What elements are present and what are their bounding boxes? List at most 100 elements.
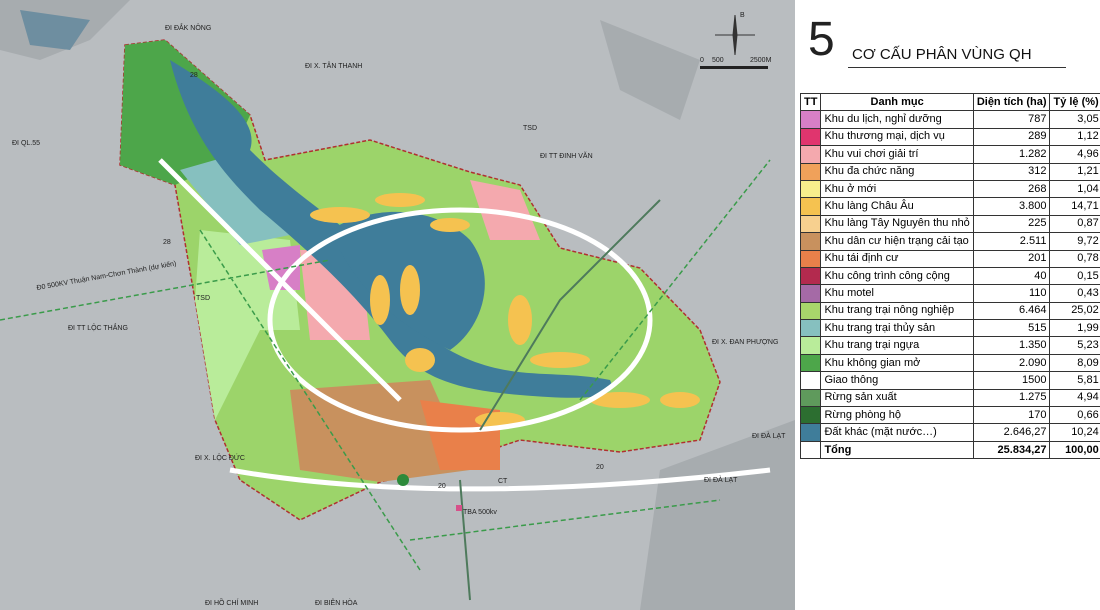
table-row: Khu công trình công cộng 40 0,15 xyxy=(799,266,1100,286)
euro-village xyxy=(310,193,700,428)
map-label: ĐI HỒ CHÍ MINH xyxy=(205,597,258,607)
map-label: ĐI X. TÂN THANH xyxy=(305,61,362,70)
area: 225 xyxy=(972,214,1051,234)
area: 2.511 xyxy=(972,232,1051,251)
aquaculture xyxy=(180,150,290,245)
table-row: Khu dân cư hiện trạng cải tạo 2.511 9,72 xyxy=(799,232,1100,251)
area: 515 xyxy=(972,319,1051,338)
section-title: CƠ CẤU PHÂN VÙNG QH xyxy=(852,46,1032,63)
ratio: 8,09 xyxy=(1049,353,1100,373)
ratio: 10,24 xyxy=(1049,423,1100,442)
map-label: ĐI X. LỘC ĐỨC xyxy=(195,453,245,462)
column-header: Tỷ lệ (%) xyxy=(1049,92,1100,112)
terrain-shade xyxy=(0,0,795,610)
color-swatch xyxy=(799,197,822,216)
substation xyxy=(456,505,462,511)
scale-bar xyxy=(700,66,768,69)
ratio: 0,15 xyxy=(1049,266,1100,286)
map-label: ĐI TT LỘC THẮNG xyxy=(68,323,128,332)
category: Rừng phòng hộ xyxy=(820,406,974,425)
table-row: Đất khác (mặt nước…) 2.646,27 10,24 xyxy=(799,423,1100,442)
area: 1.350 xyxy=(972,336,1051,355)
table-row: Khu đa chức năng 312 1,21 xyxy=(799,162,1100,181)
category: Khu motel xyxy=(820,284,974,303)
ratio: 0,78 xyxy=(1049,249,1100,268)
category: Khu làng Châu Âu xyxy=(820,197,974,216)
area: 1500 xyxy=(972,371,1051,390)
color-swatch xyxy=(799,249,822,268)
area: 170 xyxy=(972,406,1051,425)
column-header: Diện tích (ha) xyxy=(972,92,1051,112)
ratio: 4,94 xyxy=(1049,388,1100,408)
table-row: Khu làng Châu Âu 3.800 14,71 xyxy=(799,197,1100,216)
map: B 0 500 2500M ĐI ĐẮK NÔNG ĐI X. TÂN THANH… xyxy=(0,0,795,610)
total-area: 25.834,27 xyxy=(972,440,1051,460)
north-label: B xyxy=(740,12,745,19)
cell xyxy=(799,440,822,460)
ratio: 5,23 xyxy=(1049,336,1100,355)
color-swatch xyxy=(799,353,822,373)
category: Khu trang trại ngựa xyxy=(820,336,974,355)
area: 40 xyxy=(972,266,1051,286)
resort xyxy=(262,245,300,290)
ratio: 1,12 xyxy=(1049,127,1100,147)
ring-road xyxy=(267,207,653,433)
section-number: 5 xyxy=(808,13,835,66)
total-label: Tổng xyxy=(820,440,974,460)
entertainment xyxy=(470,180,540,240)
ratio: 5,81 xyxy=(1049,371,1100,390)
area: 1.282 xyxy=(972,145,1051,164)
category: Khu thương mại, dịch vụ xyxy=(820,127,974,147)
category: Khu làng Tây Nguyên thu nhỏ xyxy=(820,214,974,234)
color-swatch xyxy=(799,406,822,425)
lake xyxy=(170,60,612,398)
scale-label: 2500M xyxy=(750,57,772,64)
category: Khu đa chức năng xyxy=(820,162,974,181)
area: 6.464 xyxy=(972,301,1051,321)
category: Đất khác (mặt nước…) xyxy=(820,423,974,442)
ratio: 14,71 xyxy=(1049,197,1100,216)
color-swatch xyxy=(799,284,822,303)
ratio: 0,43 xyxy=(1049,284,1100,303)
category: Giao thông xyxy=(820,371,974,390)
table-row: Khu motel 110 0,43 xyxy=(799,284,1100,303)
color-swatch xyxy=(799,423,822,442)
color-swatch xyxy=(799,162,822,181)
color-swatch xyxy=(799,232,822,251)
color-swatch xyxy=(799,266,822,286)
category: Khu trang trại nông nghiệp xyxy=(820,301,974,321)
map-label: 28 xyxy=(163,239,171,246)
area: 787 xyxy=(972,110,1051,129)
map-label: ĐI BIÊN HÒA xyxy=(315,598,358,607)
table-row: Khu không gian mở 2.090 8,09 xyxy=(799,353,1100,373)
map-label: 28 xyxy=(190,72,198,79)
category: Khu công trình công cộng xyxy=(820,266,974,286)
map-label: TSD xyxy=(523,125,537,132)
map-label: ĐI TT ĐINH VĂN xyxy=(540,151,593,160)
color-swatch xyxy=(799,319,822,338)
color-swatch xyxy=(799,179,822,199)
map-label: 20 xyxy=(596,464,604,471)
power-line xyxy=(0,159,771,571)
table-row: Giao thông 1500 5,81 xyxy=(799,371,1100,390)
scale-label: 0 xyxy=(700,57,704,64)
area: 3.800 xyxy=(972,197,1051,216)
table-row: Khu trang trại ngựa 1.350 5,23 xyxy=(799,336,1100,355)
color-swatch xyxy=(799,336,822,355)
water xyxy=(20,10,90,50)
area: 2.090 xyxy=(972,353,1051,373)
table-row: Khu vui chơi giải trí 1.282 4,96 xyxy=(799,145,1100,164)
column-header: Danh mục xyxy=(820,92,974,112)
ratio: 0,66 xyxy=(1049,406,1100,425)
ratio: 1,04 xyxy=(1049,179,1100,199)
map-label: TBA 500kv xyxy=(463,509,497,516)
zoning-table: TT Danh mục Diện tích (ha) Tỷ lệ (%) Khu du … xyxy=(799,92,1100,460)
ratio: 0,87 xyxy=(1049,214,1100,234)
category: Khu vui chơi giải trí xyxy=(820,145,974,164)
table-row: Rừng sản xuất 1.275 4,94 xyxy=(799,388,1100,408)
table-row: Khu trang trại thủy sản 515 1,99 xyxy=(799,319,1100,338)
scale-label: 500 xyxy=(712,57,724,64)
color-swatch xyxy=(799,388,822,408)
category: Khu ở mới xyxy=(820,179,974,199)
